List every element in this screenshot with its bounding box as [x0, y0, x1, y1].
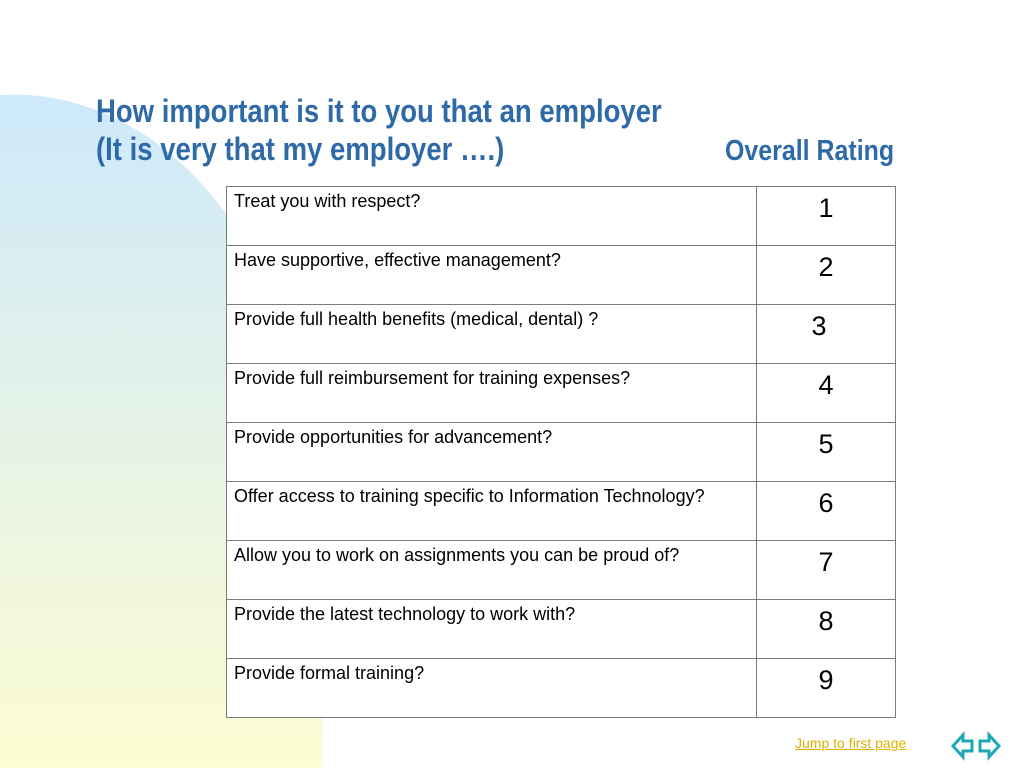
rating-cell: 3: [756, 304, 896, 364]
slide-title: How important is it to you that an emplo…: [96, 92, 662, 168]
rating-cell: 7: [756, 540, 896, 600]
table-row: Provide full health benefits (medical, d…: [226, 304, 896, 364]
table-row: Offer access to training specific to Inf…: [226, 481, 896, 541]
double-arrow-nav-icon[interactable]: [950, 730, 1002, 762]
table-row: Allow you to work on assignments you can…: [226, 540, 896, 600]
question-cell: Provide full health benefits (medical, d…: [226, 304, 757, 364]
table-row: Provide opportunities for advancement? 5: [226, 422, 896, 482]
overall-rating-heading: Overall Rating: [725, 135, 895, 167]
table-row: Provide the latest technology to work wi…: [226, 599, 896, 659]
question-cell: Provide full reimbursement for training …: [226, 363, 757, 423]
table-row: Provide full reimbursement for training …: [226, 363, 896, 423]
question-cell: Have supportive, effective management?: [226, 245, 757, 305]
rating-cell: 4: [756, 363, 896, 423]
question-cell: Offer access to training specific to Inf…: [226, 481, 757, 541]
table-row: Provide formal training? 9: [226, 658, 896, 718]
rating-cell: 2: [756, 245, 896, 305]
rating-cell: 8: [756, 599, 896, 659]
title-line-2: (It is very that my employer ….): [96, 131, 505, 167]
question-cell: Provide the latest technology to work wi…: [226, 599, 757, 659]
table-row: Have supportive, effective management? 2: [226, 245, 896, 305]
rating-cell: 1: [756, 186, 896, 246]
rating-cell: 9: [756, 658, 896, 718]
rating-cell: 5: [756, 422, 896, 482]
title-line-1: How important is it to you that an emplo…: [96, 93, 662, 129]
rating-cell: 6: [756, 481, 896, 541]
question-cell: Provide formal training?: [226, 658, 757, 718]
ratings-table: Treat you with respect? 1 Have supportiv…: [226, 186, 896, 718]
table-row: Treat you with respect? 1: [226, 186, 896, 246]
jump-to-first-page-link[interactable]: Jump to first page: [795, 735, 907, 751]
question-cell: Provide opportunities for advancement?: [226, 422, 757, 482]
question-cell: Treat you with respect?: [226, 186, 757, 246]
question-cell: Allow you to work on assignments you can…: [226, 540, 757, 600]
